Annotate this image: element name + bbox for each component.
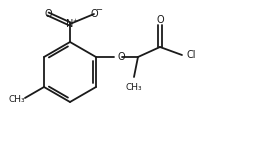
Text: +: +	[72, 18, 77, 23]
Text: O: O	[90, 9, 98, 19]
Text: O: O	[44, 9, 52, 19]
Text: −: −	[95, 6, 102, 14]
Text: CH₃: CH₃	[8, 95, 25, 103]
Text: N: N	[66, 19, 74, 29]
Text: CH₃: CH₃	[126, 83, 142, 92]
Text: O: O	[118, 52, 126, 62]
Text: O: O	[156, 14, 164, 24]
Text: Cl: Cl	[187, 50, 197, 60]
